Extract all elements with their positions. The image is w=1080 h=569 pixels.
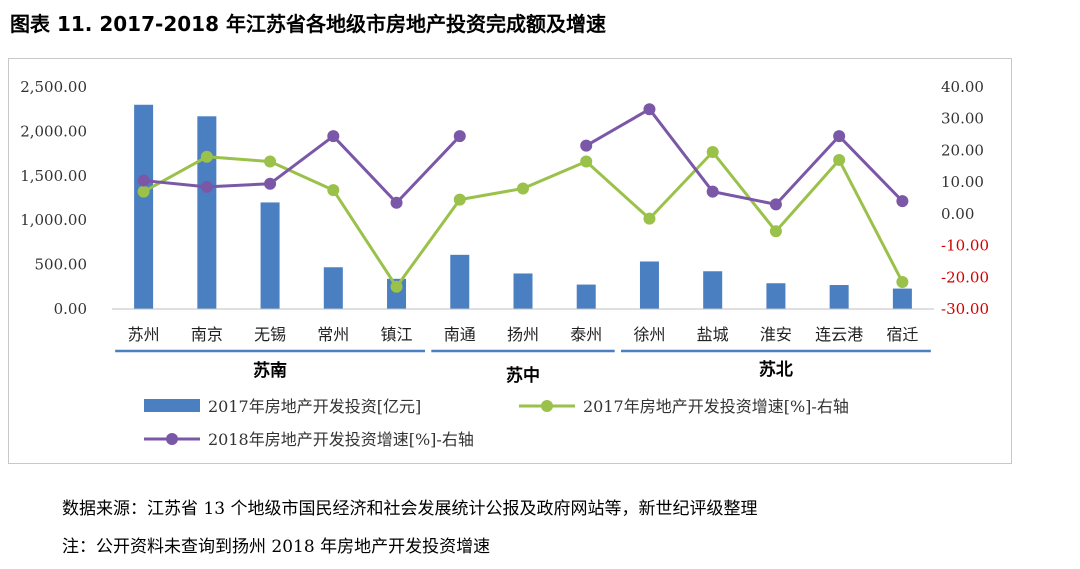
series-point (390, 280, 403, 293)
bar (703, 271, 723, 309)
bar (829, 285, 849, 309)
series-point (453, 193, 466, 206)
category-label: 泰州 (570, 325, 602, 344)
legend-label: 2018年房地产开发投资增速[%]-右轴 (208, 430, 474, 449)
right-tick-label: -20.00 (941, 268, 989, 286)
category-label: 宿迁 (886, 325, 918, 344)
bar (892, 288, 912, 309)
chart-legend: 2017年房地产开发投资[亿元] 2017年房地产开发投资增速[%]-右轴 2018… (144, 397, 849, 449)
category-label: 南通 (444, 325, 476, 344)
series-point (453, 130, 466, 143)
series-point (517, 182, 529, 195)
right-tick-label: 20.00 (941, 141, 984, 159)
category-label: 镇江 (381, 325, 413, 344)
category-labels: 苏州 南京 无锡 常州 镇江 南通 扬州 泰州 徐州 盐城 淮安 连云港 宿迁 (128, 325, 919, 344)
combo-chart: 0.00 500.00 1,000.00 1,500.00 2,000.00 2,500.… (20, 78, 989, 449)
bar (513, 273, 533, 309)
group-label: 苏北 (759, 359, 793, 380)
left-tick-label: 500.00 (35, 256, 88, 274)
series-point (264, 155, 277, 168)
series-line (142, 150, 904, 289)
figure-title: 图表 11. 2017-2018 年江苏省各地级市房地产投资完成额及增速 (10, 12, 606, 36)
group-label: 苏南 (253, 360, 287, 381)
category-label: 连云港 (815, 325, 863, 344)
source-note: 数据来源：江苏省 13 个地级市国民经济和社会发展统计公报及政府网站等，新世纪评… (62, 499, 758, 519)
series-point (643, 212, 656, 225)
series-point (264, 177, 277, 190)
right-tick-label: 40.00 (941, 78, 984, 96)
series-point (769, 225, 782, 238)
region-group-labels: 苏南 苏中 苏北 (115, 349, 931, 386)
series-point (137, 174, 150, 187)
bar (260, 202, 280, 309)
left-tick-label: 1,500.00 (20, 167, 87, 185)
bar (323, 267, 343, 309)
legend-swatch (144, 399, 200, 412)
left-tick-label: 0.00 (54, 300, 87, 318)
series-point (327, 130, 340, 143)
right-tick-label: 10.00 (941, 173, 984, 191)
left-axis-ticks: 0.00 500.00 1,000.00 1,500.00 2,000.00 2,500.… (20, 78, 87, 318)
legend-marker (541, 400, 553, 412)
series-point (896, 195, 909, 208)
left-tick-label: 2,000.00 (20, 122, 87, 140)
series-point (896, 276, 909, 289)
right-tick-label: -30.00 (941, 300, 989, 318)
bar (197, 116, 217, 309)
right-tick-label: -10.00 (941, 237, 989, 255)
series-point (706, 146, 719, 159)
bar (134, 104, 154, 309)
series-point (200, 150, 213, 163)
series-point (833, 153, 846, 166)
series-point (137, 185, 150, 198)
legend-label: 2017年房地产开发投资增速[%]-右轴 (583, 397, 849, 416)
category-label: 苏州 (128, 325, 160, 344)
series-point (390, 196, 403, 209)
series-point (706, 185, 719, 198)
series-line (143, 134, 461, 205)
footnote: 注：公开资料未查询到扬州 2018 年房地产开发投资增速 (62, 537, 491, 557)
legend-label: 2017年房地产开发投资[亿元] (208, 397, 421, 416)
right-axis-ticks: -30.00 -20.00 -10.00 0.00 10.00 20.00 30.00 40.… (941, 78, 989, 318)
category-label: 徐州 (633, 325, 665, 344)
right-tick-label: 30.00 (941, 110, 984, 128)
bar (639, 261, 659, 309)
legend-marker (166, 433, 178, 445)
series-point (580, 155, 593, 168)
bar (450, 254, 470, 309)
right-tick-label: 0.00 (941, 205, 974, 223)
series-point (833, 130, 846, 143)
chart-frame: 0.00 500.00 1,000.00 1,500.00 2,000.00 2,500.… (8, 58, 1012, 464)
category-label: 南京 (191, 325, 223, 344)
series-point (327, 184, 340, 197)
bar (576, 284, 596, 309)
category-label: 常州 (317, 325, 349, 344)
series-point (643, 103, 656, 116)
category-label: 无锡 (254, 325, 286, 344)
group-label: 苏中 (506, 365, 540, 386)
left-tick-label: 2,500.00 (20, 78, 87, 96)
line-series (137, 103, 909, 293)
category-label: 淮安 (760, 325, 792, 344)
series-point (769, 198, 782, 211)
category-label: 扬州 (507, 325, 539, 344)
series-point (200, 180, 213, 193)
bar (766, 283, 786, 309)
series-line (585, 107, 904, 206)
category-label: 盐城 (697, 325, 729, 344)
series-point (580, 139, 593, 152)
bar-series (134, 104, 912, 309)
left-tick-label: 1,000.00 (20, 211, 87, 229)
